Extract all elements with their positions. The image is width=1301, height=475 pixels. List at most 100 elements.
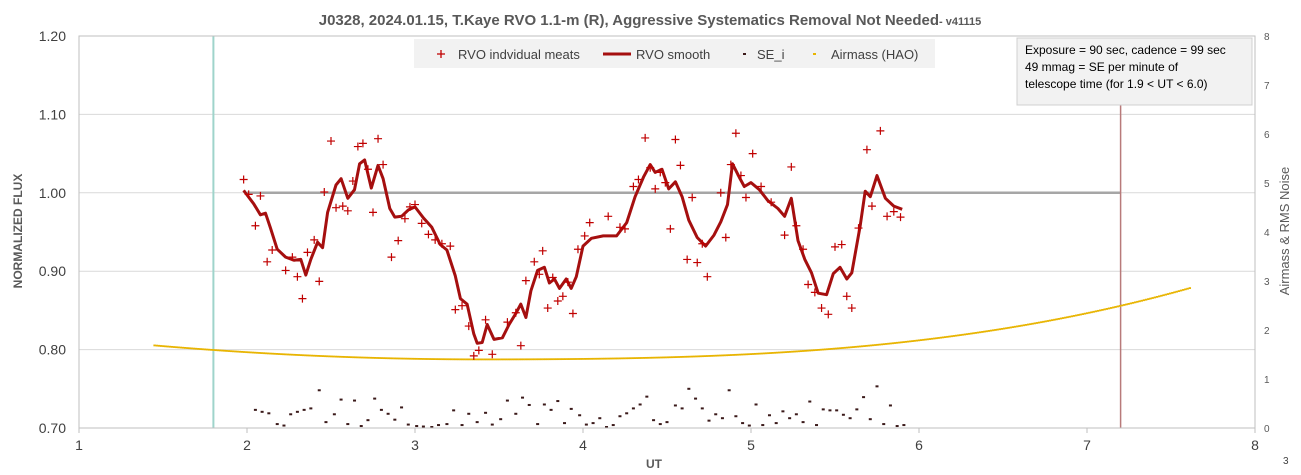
airmass-point	[304, 354, 307, 357]
se-point	[687, 387, 691, 390]
airmass-point	[961, 333, 964, 336]
measurement-point	[799, 245, 808, 254]
airmass-point	[898, 341, 901, 344]
airmass-point	[939, 336, 943, 339]
airmass-point	[756, 352, 759, 355]
se-point	[821, 408, 825, 411]
airmass-point	[358, 356, 362, 359]
airmass-point	[782, 351, 785, 354]
airmass-point	[555, 358, 558, 361]
airmass-point	[830, 347, 833, 350]
airmass-point	[476, 358, 480, 361]
airmass-point	[684, 355, 687, 358]
airmass-point	[1059, 317, 1063, 320]
airmass-point	[201, 348, 204, 351]
airmass-point	[917, 339, 921, 342]
airmass-point	[780, 351, 783, 354]
airmass-point	[183, 347, 187, 349]
se-point	[801, 421, 805, 424]
se-point	[490, 423, 494, 426]
series-rvo-measurements	[239, 126, 905, 360]
legend-plus-icon	[437, 50, 445, 58]
measurement-point	[363, 165, 372, 174]
airmass-point	[688, 355, 691, 358]
se-point	[747, 424, 751, 427]
se-point	[366, 419, 370, 422]
airmass-point	[387, 357, 390, 360]
airmass-point	[251, 351, 255, 354]
measurement-point	[558, 292, 567, 301]
se-point	[346, 423, 350, 426]
airmass-point	[1037, 321, 1041, 324]
airmass-point	[170, 345, 174, 348]
airmass-point	[465, 358, 469, 361]
airmass-point	[1155, 295, 1159, 298]
airmass-point	[1013, 325, 1017, 328]
airmass-point	[758, 352, 761, 355]
airmass-point	[467, 358, 471, 361]
airmass-point	[981, 331, 984, 333]
airmass-point	[295, 354, 298, 356]
x-tick-label: 3	[411, 437, 419, 453]
airmass-point	[832, 347, 836, 350]
airmass-point	[349, 356, 353, 359]
airmass-point	[229, 350, 233, 353]
airmass-point	[277, 353, 281, 355]
airmass-point	[286, 353, 290, 356]
airmass-point	[1011, 326, 1015, 329]
airmass-point	[164, 345, 167, 348]
measurement-point	[488, 350, 497, 359]
airmass-point	[491, 358, 495, 361]
airmass-point	[273, 352, 276, 355]
airmass-point	[668, 356, 672, 359]
airmass-point	[1035, 322, 1039, 324]
airmass-point	[723, 354, 726, 357]
airmass-point	[871, 344, 875, 347]
airmass-point	[1184, 288, 1187, 291]
airmass-point	[950, 335, 953, 338]
measurement-point	[824, 310, 833, 319]
measurement-point	[503, 318, 512, 327]
airmass-point	[902, 341, 905, 343]
airmass-point	[854, 345, 857, 348]
airmass-point	[380, 357, 383, 359]
measurement-point	[604, 212, 613, 221]
se-point	[267, 412, 271, 415]
airmass-point	[376, 357, 379, 359]
airmass-point	[677, 356, 680, 358]
airmass-point	[695, 355, 698, 358]
airmass-point	[1092, 310, 1095, 313]
se-point	[295, 410, 299, 413]
airmass-point	[946, 335, 949, 338]
measurement-point	[780, 231, 789, 240]
measurement-point	[298, 294, 307, 303]
airmass-point	[223, 349, 226, 352]
airmass-point	[1107, 307, 1111, 310]
airmass-point	[773, 351, 777, 354]
se-point	[625, 412, 629, 415]
series-rvo-smooth	[242, 158, 903, 345]
airmass-point	[315, 354, 318, 357]
airmass-point	[880, 343, 884, 346]
airmass-point	[734, 353, 737, 356]
se-point	[618, 415, 622, 418]
se-point	[605, 426, 609, 429]
airmass-point	[367, 356, 370, 359]
se-point	[563, 422, 567, 425]
airmass-point	[1075, 314, 1078, 317]
airmass-point	[616, 357, 619, 360]
airmass-point	[592, 357, 595, 360]
airmass-point	[378, 357, 381, 359]
airmass-point	[638, 357, 641, 359]
airmass-point	[963, 333, 967, 336]
se-point	[788, 417, 792, 420]
airmass-point	[1127, 303, 1130, 305]
airmass-point	[535, 358, 538, 361]
airmass-point	[544, 358, 547, 361]
airmass-point	[299, 354, 303, 357]
airmass-point	[566, 358, 569, 360]
airmass-point	[1053, 318, 1056, 321]
airmass-point	[998, 328, 1002, 331]
airmass-point	[585, 357, 589, 360]
airmass-point	[522, 358, 525, 361]
